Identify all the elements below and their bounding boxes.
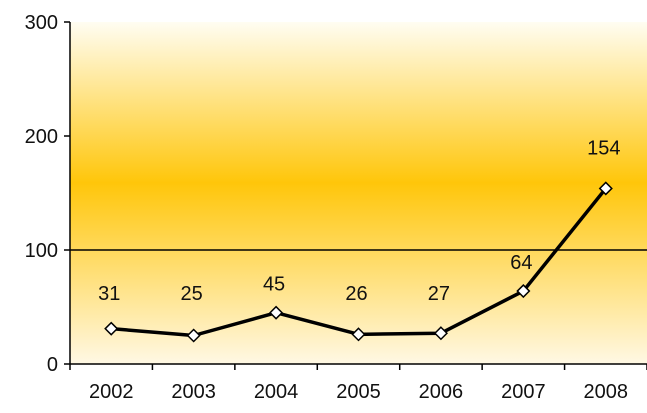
- data-marker: [269, 305, 284, 320]
- data-label: 26: [345, 283, 367, 305]
- data-label-group: 31 25 45 26 27 64 154: [98, 137, 620, 305]
- plot-background: [70, 22, 647, 364]
- data-label: 31: [98, 283, 120, 305]
- data-marker-group: [104, 181, 613, 343]
- y-tick-label: 300: [25, 12, 58, 34]
- x-tick-label: 2005: [336, 381, 381, 403]
- data-label: 27: [428, 283, 450, 305]
- data-marker: [433, 326, 448, 341]
- x-tick-label: 2007: [501, 381, 546, 403]
- data-marker: [351, 327, 366, 342]
- x-tick-label: 2004: [254, 381, 299, 403]
- data-marker: [598, 181, 613, 196]
- y-axis: 0 100 200 300: [25, 12, 71, 376]
- data-label: 154: [587, 137, 620, 159]
- x-tick-label: 2003: [171, 381, 216, 403]
- data-marker: [186, 328, 201, 343]
- data-label: 45: [263, 274, 285, 296]
- x-axis: 2002 2003 2004 2005 2006 2007 2008: [69, 363, 647, 403]
- x-tick-label: 2006: [419, 381, 464, 403]
- data-marker: [516, 283, 531, 299]
- x-tick-label: 2002: [89, 381, 134, 403]
- y-tick-label: 100: [25, 240, 58, 262]
- x-tick-label: 2008: [584, 381, 629, 403]
- data-label: 25: [181, 283, 203, 305]
- data-marker: [104, 321, 119, 336]
- data-label: 64: [510, 252, 532, 274]
- y-tick-label: 0: [47, 354, 58, 376]
- y-tick-label: 200: [25, 126, 58, 148]
